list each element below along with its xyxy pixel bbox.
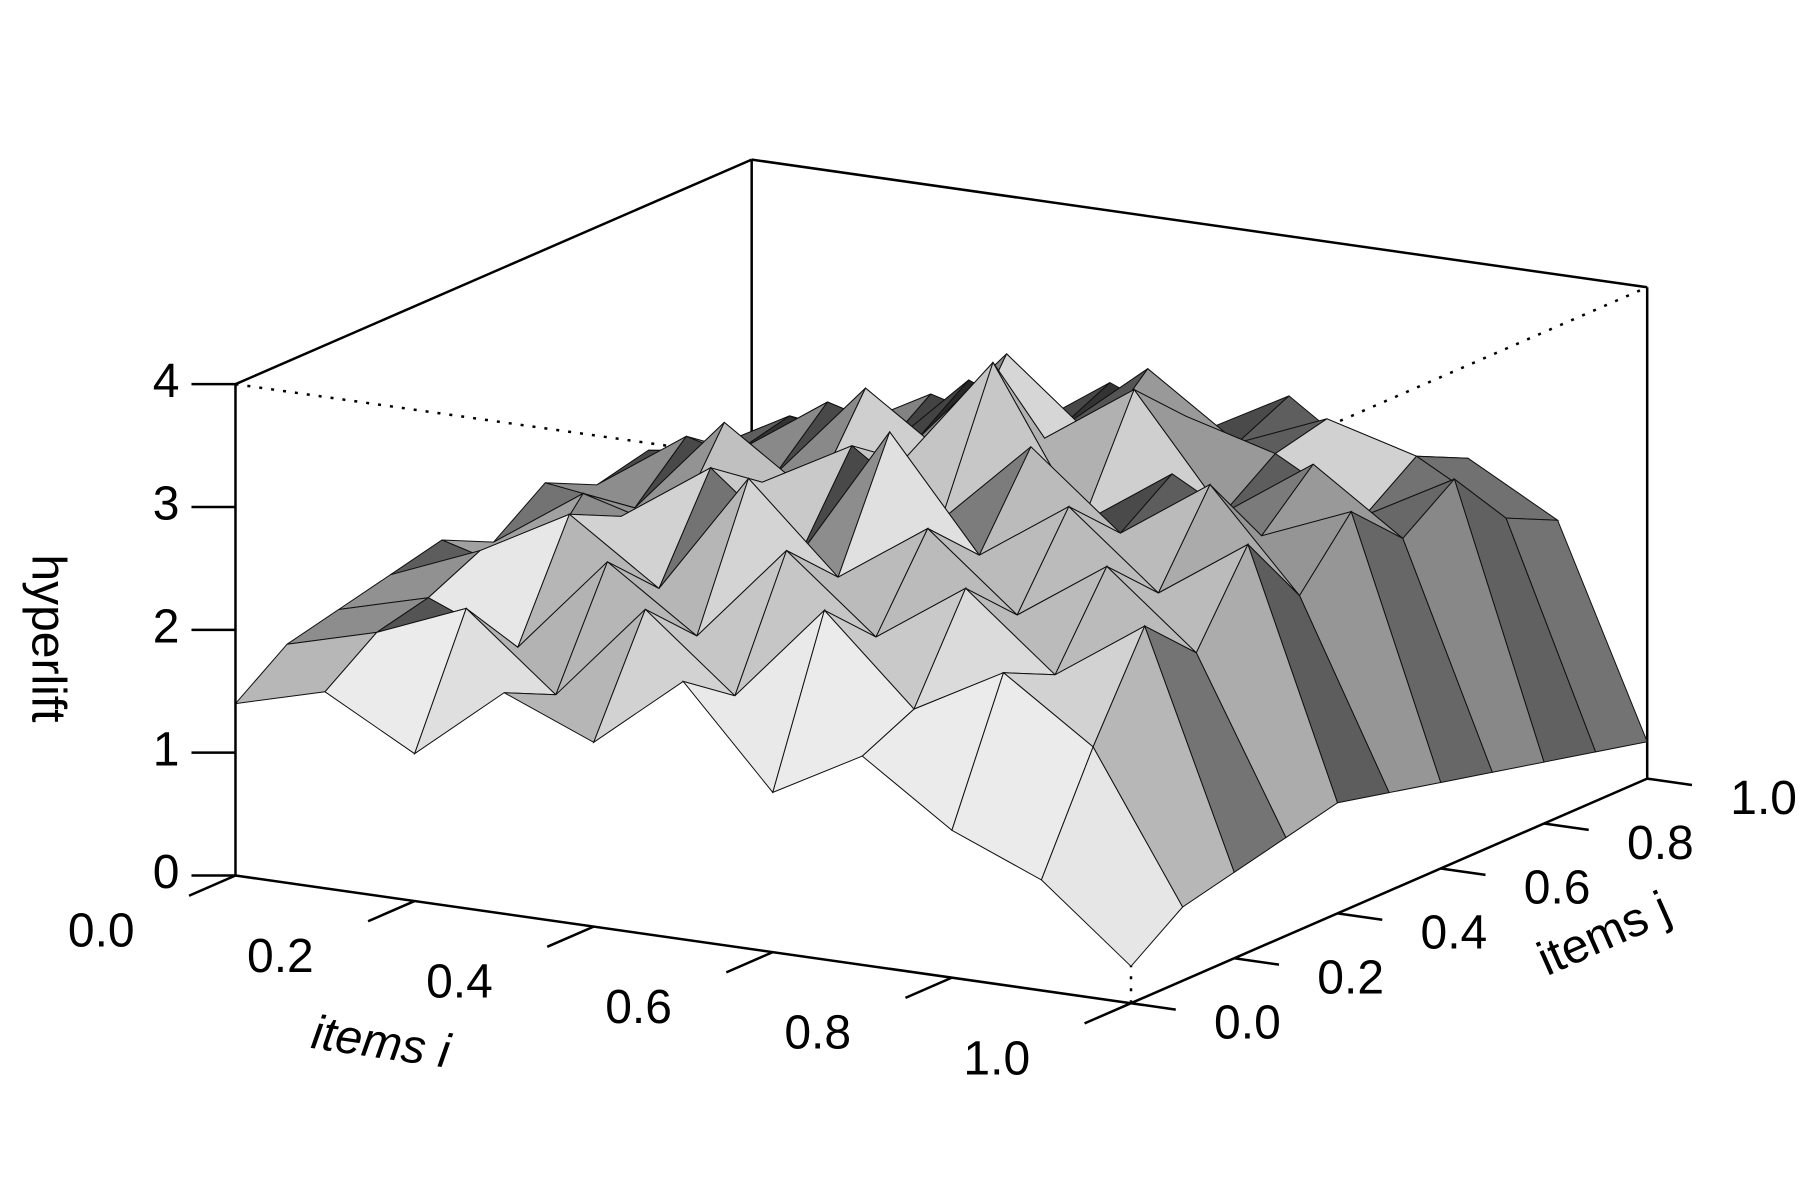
x-tick bbox=[904, 976, 953, 1000]
z-tick-label: 0 bbox=[153, 846, 180, 899]
box-edge-hidden bbox=[1130, 286, 1648, 514]
y-tick bbox=[1130, 1001, 1176, 1011]
x-tick-label: 1.0 bbox=[963, 1032, 1030, 1085]
y-tick-label: 0.4 bbox=[1421, 907, 1488, 960]
y-tick bbox=[1234, 957, 1280, 966]
y-tick-label: 1.0 bbox=[1730, 772, 1797, 825]
x-tick bbox=[1084, 1002, 1132, 1025]
y-tick-label: 0.8 bbox=[1627, 817, 1694, 870]
surface-facet bbox=[1040, 745, 1184, 968]
y-tick bbox=[1440, 867, 1486, 877]
box-edge bbox=[1130, 777, 1648, 1005]
x-tick-label: 0.2 bbox=[247, 930, 314, 983]
z-tick-label: 2 bbox=[153, 601, 180, 654]
y-tick bbox=[1337, 912, 1383, 921]
x-tick bbox=[725, 950, 774, 974]
z-tick-label: 3 bbox=[153, 478, 180, 531]
box-edge bbox=[751, 158, 1648, 289]
box-edge bbox=[234, 158, 753, 386]
box-edge bbox=[235, 874, 1132, 1005]
x-tick bbox=[188, 874, 236, 897]
y-tick bbox=[1647, 777, 1693, 787]
z-tick-label: 1 bbox=[153, 723, 180, 776]
z-axis-title: hyperlift bbox=[21, 554, 74, 722]
x-tick-label: 0.8 bbox=[784, 1007, 851, 1060]
z-tick-label: 4 bbox=[153, 355, 180, 408]
y-tick-label: 0.2 bbox=[1317, 952, 1384, 1005]
y-tick-label: 0.0 bbox=[1214, 996, 1281, 1049]
x-tick-label: 0.6 bbox=[605, 981, 672, 1034]
x-tick-label: 0.0 bbox=[68, 905, 135, 958]
y-tick-label: 0.6 bbox=[1524, 862, 1591, 915]
y-tick bbox=[1543, 822, 1589, 832]
x-tick bbox=[367, 899, 416, 923]
x-tick bbox=[546, 925, 595, 948]
x-tick-label: 0.4 bbox=[426, 956, 493, 1009]
